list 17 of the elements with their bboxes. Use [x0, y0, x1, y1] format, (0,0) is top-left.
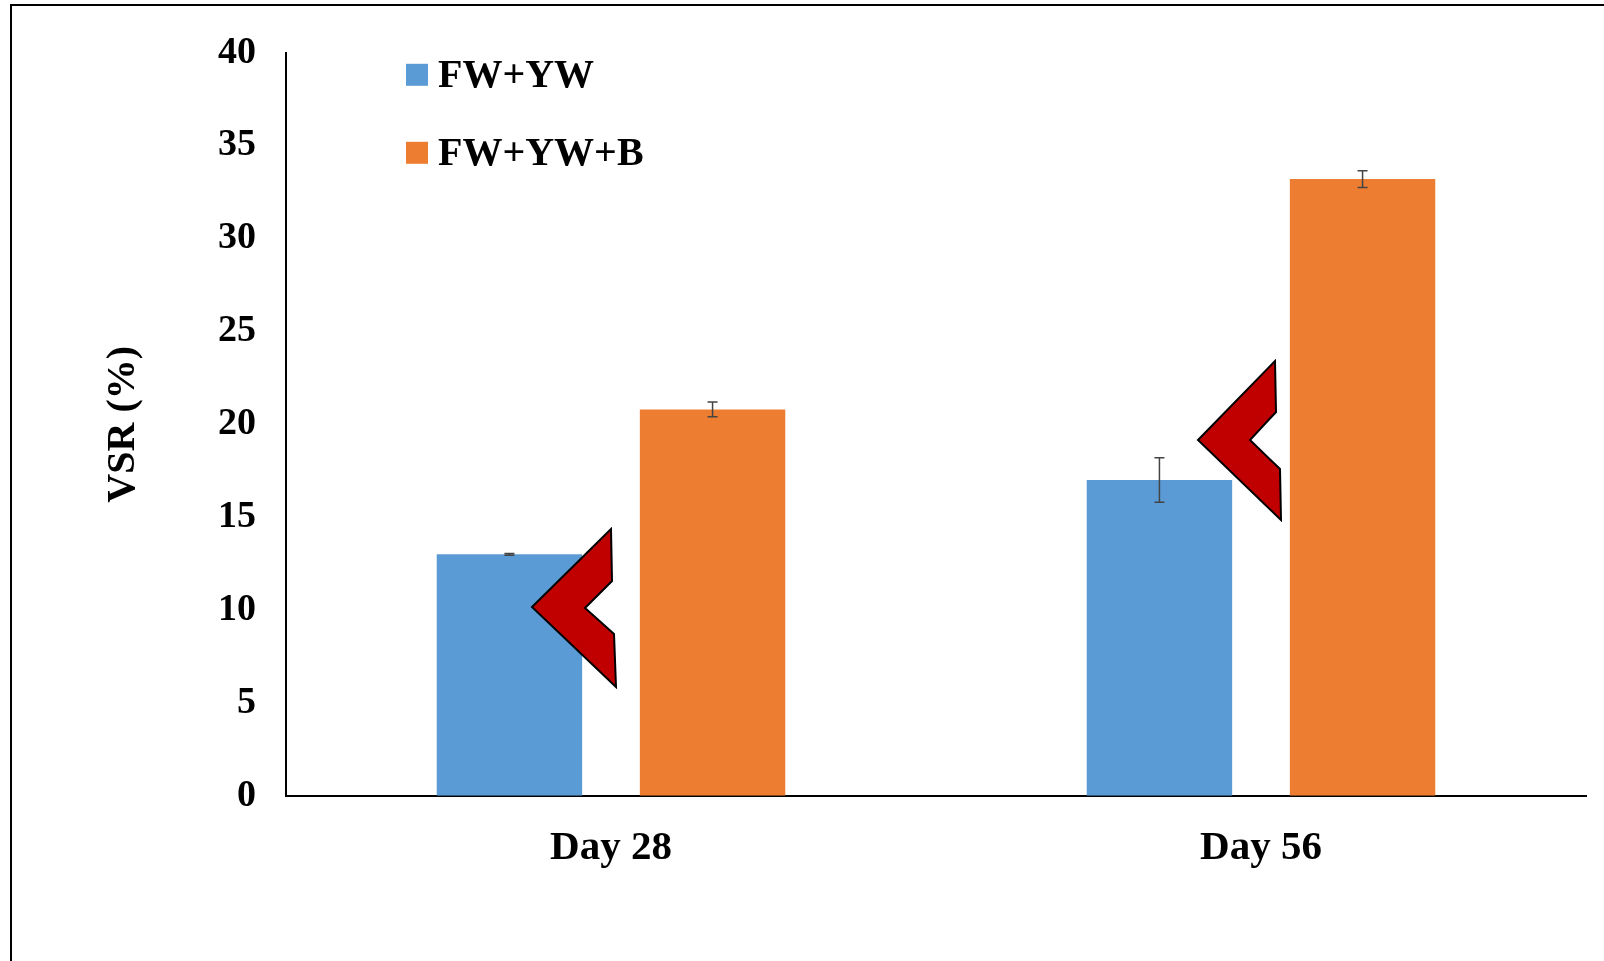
- y-tick-label: 5: [237, 678, 256, 721]
- y-tick-label: 35: [218, 121, 256, 164]
- x-tick-label: Day 28: [550, 821, 672, 868]
- x-tick-label: Day 56: [1200, 821, 1322, 868]
- legend-label: FW+YW+B: [438, 129, 644, 175]
- y-tick-label: 0: [237, 771, 256, 814]
- bar: [639, 409, 786, 796]
- legend-label: FW+YW: [438, 51, 595, 97]
- y-tick-label: 20: [218, 400, 256, 443]
- bar: [1086, 480, 1233, 796]
- y-tick-label: 10: [218, 585, 256, 628]
- y-tick-label: 15: [218, 492, 256, 535]
- y-axis-title: VSR (%): [98, 345, 144, 503]
- y-tick-label: 40: [218, 28, 256, 71]
- bar: [1289, 179, 1436, 796]
- y-tick-label: 25: [218, 307, 256, 350]
- y-tick-label: 30: [218, 214, 256, 257]
